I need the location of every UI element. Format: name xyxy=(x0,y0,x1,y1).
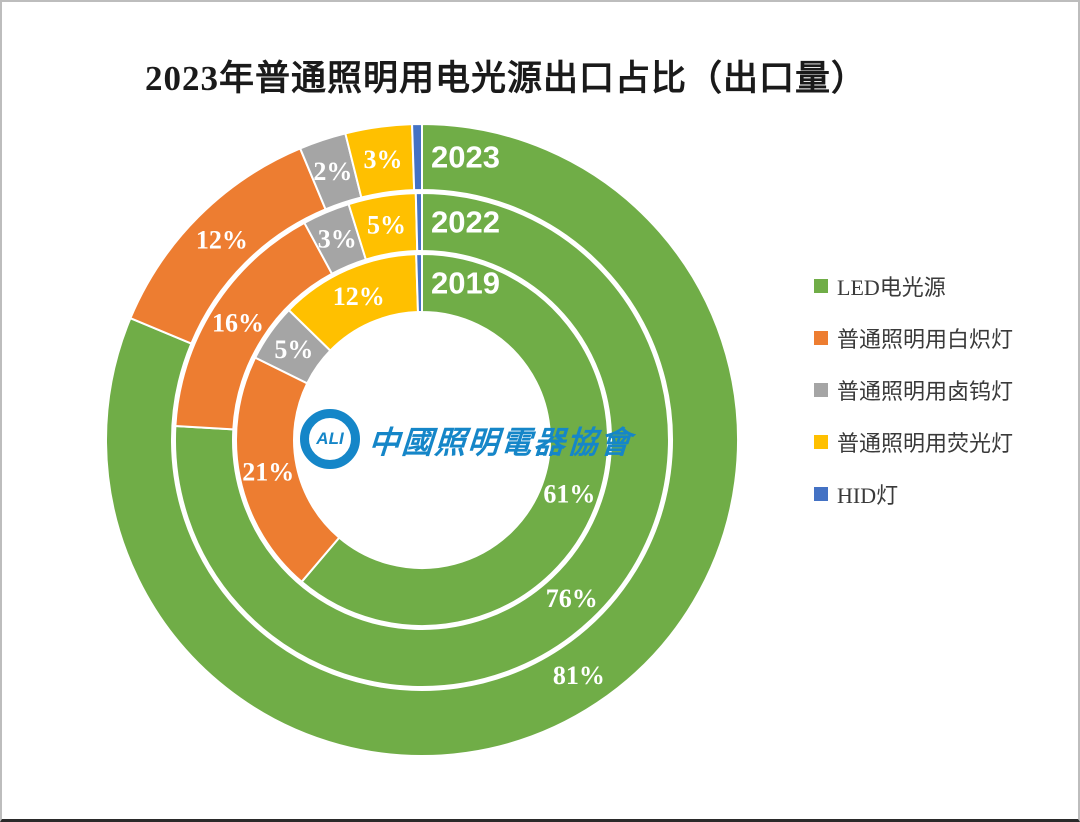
slice-label-2022-普通照明用白炽灯: 16% xyxy=(212,309,264,338)
legend: LED电光源 普通照明用白炽灯 普通照明用卤钨灯 普通照明用荧光灯 HID灯 xyxy=(814,274,1013,534)
legend-label-led: LED电光源 xyxy=(837,275,946,300)
legend-swatch-led-icon xyxy=(814,279,828,293)
slice-label-2022-LED电光源: 76% xyxy=(546,584,598,613)
ring-year-label-2023: 2023 xyxy=(431,140,500,175)
slice-2023-HID灯 xyxy=(411,123,423,192)
slice-2022-HID灯 xyxy=(414,192,423,253)
legend-label-hid: HID灯 xyxy=(837,483,899,508)
slice-2019-HID灯 xyxy=(415,252,423,314)
slice-2019-LED电光源 xyxy=(300,253,609,627)
legend-item-halogen: 普通照明用卤钨灯 xyxy=(814,378,1013,404)
legend-swatch-hid-icon xyxy=(814,487,828,501)
ring-year-label-2022: 2022 xyxy=(431,205,500,240)
legend-label-halogen: 普通照明用卤钨灯 xyxy=(837,379,1014,404)
legend-swatch-incandescent-icon xyxy=(814,331,828,345)
slice-label-2019-普通照明用卤钨灯: 5% xyxy=(274,335,313,364)
slice-label-2023-LED电光源: 81% xyxy=(553,661,605,690)
legend-swatch-halogen-icon xyxy=(814,383,828,397)
legend-item-incandescent: 普通照明用白炽灯 xyxy=(814,326,1013,352)
legend-swatch-fluorescent-icon xyxy=(814,435,828,449)
legend-label-fluorescent: 普通照明用荧光灯 xyxy=(837,431,1014,456)
legend-label-incandescent: 普通照明用白炽灯 xyxy=(837,327,1014,352)
slice-label-2019-普通照明用荧光灯: 12% xyxy=(333,282,385,311)
slice-label-2019-LED电光源: 61% xyxy=(543,480,595,509)
slice-label-2019-普通照明用白炽灯: 21% xyxy=(242,457,294,486)
slice-label-2022-普通照明用荧光灯: 5% xyxy=(367,210,406,239)
legend-item-hid: HID灯 xyxy=(814,482,1013,508)
chart-title: 2023年普通照明用电光源出口占比（出口量） xyxy=(145,59,868,98)
ring-year-label-2019: 2019 xyxy=(431,266,500,301)
legend-item-fluorescent: 普通照明用荧光灯 xyxy=(814,430,1013,456)
slice-label-2023-普通照明用白炽灯: 12% xyxy=(196,225,248,254)
slice-label-2023-普通照明用卤钨灯: 2% xyxy=(313,157,352,186)
slice-2023-LED电光源 xyxy=(105,123,739,757)
slice-label-2023-普通照明用荧光灯: 3% xyxy=(364,145,403,174)
slice-label-2022-普通照明用卤钨灯: 3% xyxy=(318,225,357,254)
legend-item-led: LED电光源 xyxy=(814,274,1013,300)
slice-2022-LED电光源 xyxy=(173,192,670,688)
